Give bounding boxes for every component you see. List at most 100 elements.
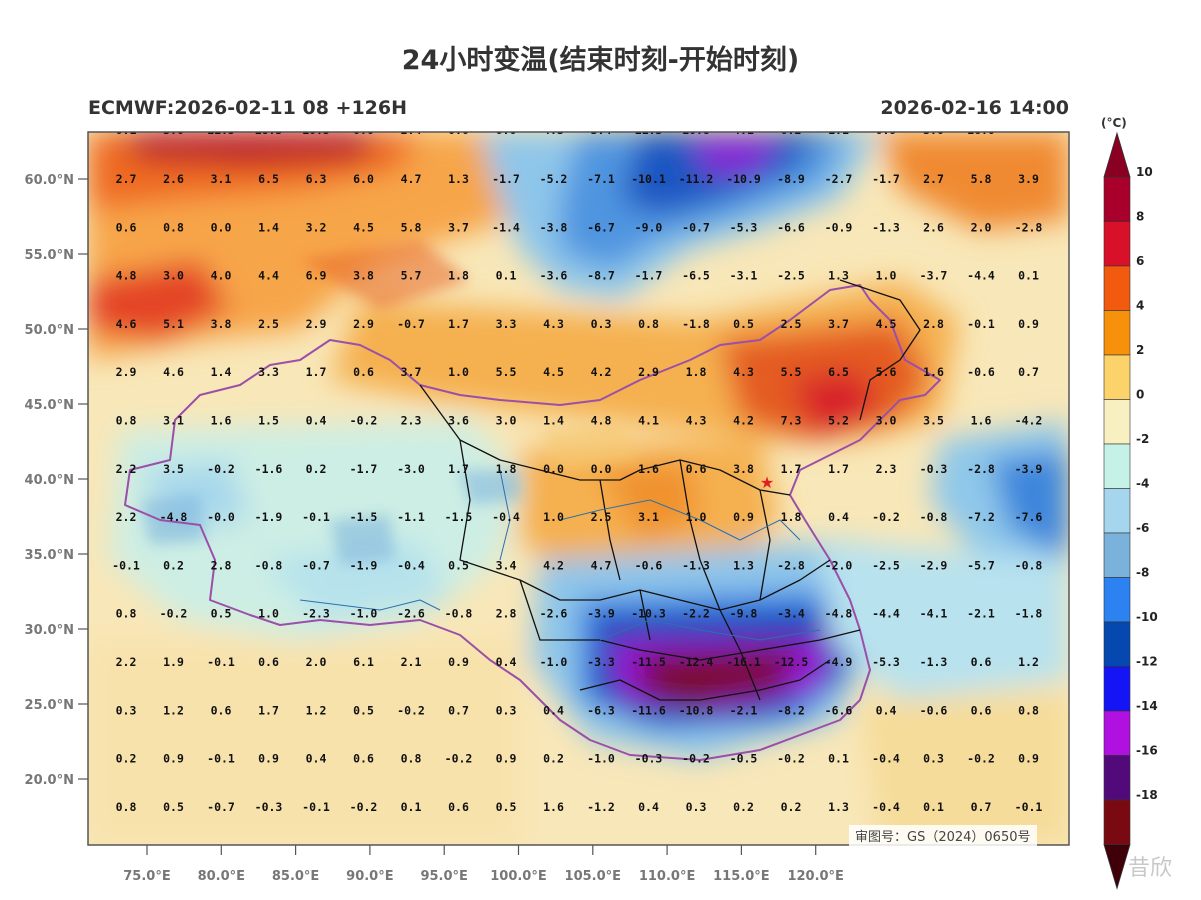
grid-value: 18.3 <box>255 123 283 137</box>
grid-value: 0.6 <box>971 703 992 717</box>
grid-value: -1.7 <box>872 172 900 186</box>
grid-value: 1.6 <box>923 365 944 379</box>
lon-label: 85.0°E <box>272 869 319 884</box>
colorbar-segment <box>1104 622 1130 667</box>
grid-value: 0.9 <box>876 123 897 137</box>
grid-value: -0.8 <box>920 510 948 524</box>
grid-value: 1.5 <box>258 414 279 428</box>
grid-value: -6.6 <box>825 703 853 717</box>
grid-value: -1.3 <box>920 655 948 669</box>
grid-value: 0.9 <box>496 752 517 766</box>
grid-value: 0.8 <box>116 800 137 814</box>
lat-label: 50.0°N <box>25 323 74 338</box>
grid-value: 0.0 <box>543 462 564 476</box>
colorbar: 1086420-2-4-6-8-10-12-14-16-18 <box>1104 133 1158 889</box>
grid-value: 4.5 <box>353 220 374 234</box>
grid-value: 5.2 <box>828 414 849 428</box>
grid-value: 0.5 <box>211 607 232 621</box>
grid-value: 0.3 <box>116 703 137 717</box>
colorbar-label: -8 <box>1136 566 1149 580</box>
grid-value: -7.1 <box>587 172 615 186</box>
grid-value: -2.7 <box>825 172 853 186</box>
grid-value: 3.2 <box>306 220 327 234</box>
grid-value: 0.9 <box>733 510 754 524</box>
grid-value: -10.8 <box>679 703 714 717</box>
grid-value: -4.8 <box>825 607 853 621</box>
grid-value: -0.1 <box>1015 800 1043 814</box>
grid-value: -5.2 <box>540 172 568 186</box>
grid-value: 0.0 <box>353 123 374 137</box>
colorbar-segment <box>1104 400 1130 445</box>
grid-value: -4.4 <box>872 607 900 621</box>
grid-value: -0.7 <box>397 317 425 331</box>
grid-value: 0.7 <box>448 703 469 717</box>
grid-value: -7.6 <box>1015 510 1043 524</box>
grid-value: -0.0 <box>207 510 235 524</box>
lat-label: 40.0°N <box>25 473 74 488</box>
grid-value: 2.1 <box>401 655 422 669</box>
grid-value: 0.4 <box>638 800 659 814</box>
grid-value: 4.5 <box>876 317 897 331</box>
grid-value: -0.1 <box>112 558 140 572</box>
grid-value: 0.8 <box>638 317 659 331</box>
grid-value: -9.0 <box>635 220 663 234</box>
grid-value: 1.0 <box>448 365 469 379</box>
grid-value: 0.9 <box>1018 317 1039 331</box>
grid-value: 0.1 <box>828 752 849 766</box>
lat-label: 20.0°N <box>25 773 74 788</box>
grid-value: 2.2 <box>116 655 137 669</box>
grid-value: -6.3 <box>587 703 615 717</box>
grid-value: 1.4 <box>543 414 564 428</box>
grid-value: 4.2 <box>733 414 754 428</box>
colorbar-label: -16 <box>1136 744 1158 758</box>
grid-value: -2.0 <box>825 558 853 572</box>
grid-value: 0.6 <box>686 462 707 476</box>
colorbar-segment <box>1104 756 1130 801</box>
grid-value: 3.7 <box>401 365 422 379</box>
grid-value: 0.3 <box>591 317 612 331</box>
grid-value: -2.8 <box>967 462 995 476</box>
grid-value: -5.7 <box>967 558 995 572</box>
grid-value: 3.9 <box>1018 172 1039 186</box>
grid-value: 1.6 <box>638 462 659 476</box>
grid-value: 2.4 <box>401 123 422 137</box>
grid-value: 2.2 <box>116 462 137 476</box>
grid-value: 1.3 <box>733 558 754 572</box>
grid-value: 3.4 <box>496 558 517 572</box>
grid-value: -0.1 <box>302 510 330 524</box>
grid-value: -3.3 <box>587 655 615 669</box>
grid-value: -2.3 <box>302 607 330 621</box>
colorbar-segment <box>1104 266 1130 311</box>
grid-value: 5.5 <box>496 365 517 379</box>
grid-value: 0.1 <box>496 269 517 283</box>
colorbar-min-arrow <box>1104 845 1130 889</box>
grid-value: -6.7 <box>587 220 615 234</box>
grid-value: 4.6 <box>163 365 184 379</box>
grid-value: -0.4 <box>872 800 900 814</box>
grid-value: -0.6 <box>635 558 663 572</box>
grid-value: 1.3 <box>448 172 469 186</box>
grid-value: 0.4 <box>496 655 517 669</box>
grid-value: 4.4 <box>258 269 279 283</box>
grid-value: 0.0 <box>591 462 612 476</box>
latitude-axis: 60.0°N 55.0°N 50.0°N 45.0°N 40.0°N 35.0°N 30.0… <box>25 173 88 788</box>
grid-value: 0.9 <box>1018 752 1039 766</box>
grid-value: -3.4 <box>777 607 805 621</box>
grid-value: 2.7 <box>923 172 944 186</box>
colorbar-label: -6 <box>1136 521 1149 535</box>
grid-value: 4.2 <box>591 365 612 379</box>
grid-value: 1.4 <box>211 365 232 379</box>
grid-value: -8.9 <box>777 172 805 186</box>
grid-value: 0.0 <box>448 123 469 137</box>
lat-label: 25.0°N <box>25 698 74 713</box>
grid-value: -4.1 <box>920 607 948 621</box>
lon-label: 120.0°E <box>787 869 844 884</box>
grid-value: -6.5 <box>682 269 710 283</box>
grid-value: -0.6 <box>967 365 995 379</box>
grid-value: 0.7 <box>971 800 992 814</box>
colorbar-max-arrow <box>1104 133 1130 177</box>
grid-value: -12.4 <box>679 655 714 669</box>
grid-value: 0.2 <box>306 462 327 476</box>
grid-value: 0.5 <box>353 703 374 717</box>
grid-value: 0.2 <box>543 752 564 766</box>
